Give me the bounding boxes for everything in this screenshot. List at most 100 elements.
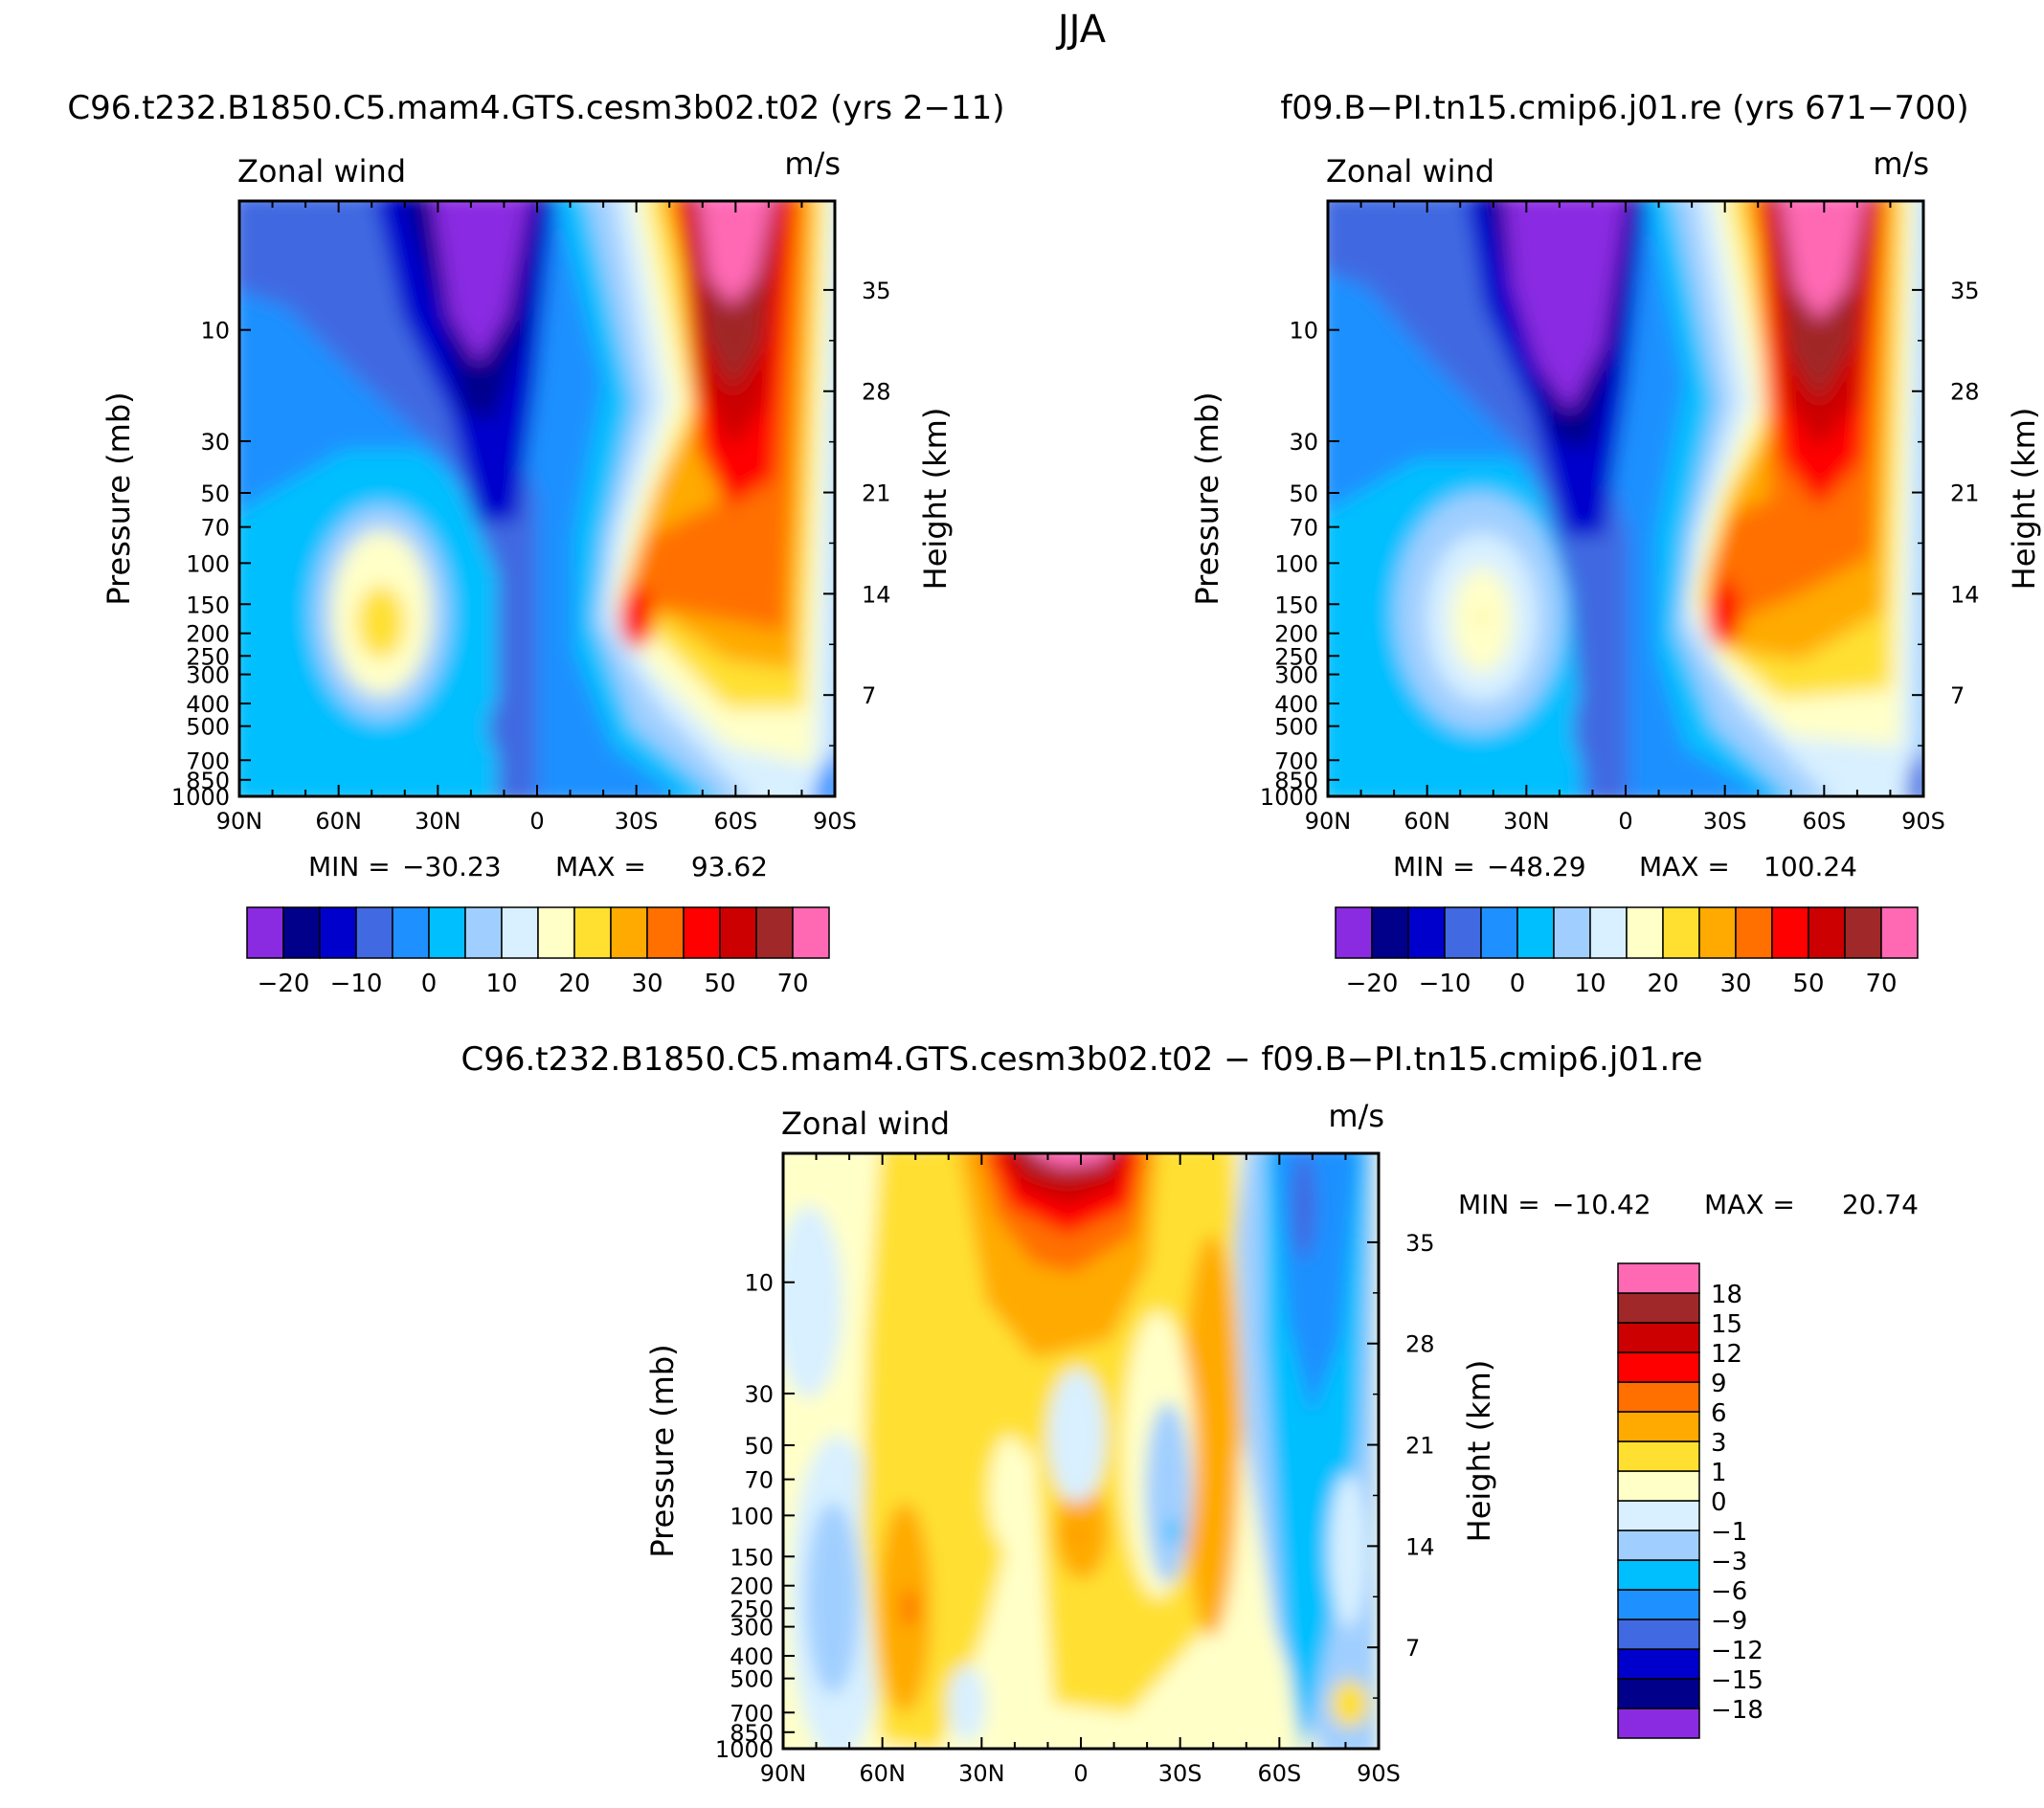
colorbar-label: −20 bbox=[258, 970, 310, 998]
panel-1-max-value: 93.62 bbox=[691, 851, 768, 882]
pressure-tick-label: 500 bbox=[186, 714, 230, 741]
panel-3-ylabel-right: Height (km) bbox=[1461, 1360, 1497, 1543]
colorbar-box bbox=[1617, 1589, 1700, 1620]
pressure-tick-label: 100 bbox=[186, 550, 230, 577]
height-tick-label: 7 bbox=[1405, 1635, 1420, 1662]
colorbar-box bbox=[646, 906, 685, 959]
panel-1-max-label: MAX = bbox=[555, 851, 646, 882]
colorbar-label: 30 bbox=[631, 970, 663, 998]
pressure-tick-label: 250 bbox=[1274, 643, 1318, 670]
panel-1-field-label: Zonal wind bbox=[237, 153, 406, 190]
panel-1-title: C96.t232.B1850.C5.mam4.GTS.cesm3b02.t02 … bbox=[67, 89, 1004, 127]
height-tick-label: 7 bbox=[862, 682, 876, 709]
pressure-tick-label: 700 bbox=[1274, 748, 1318, 774]
pressure-tick-label: 850 bbox=[730, 1720, 774, 1747]
colorbar-box bbox=[1444, 906, 1482, 959]
pressure-tick-label: 50 bbox=[200, 480, 230, 507]
x-tick-label: 0 bbox=[529, 808, 544, 835]
pressure-tick-label: 10 bbox=[200, 318, 230, 345]
colorbar-box bbox=[1516, 906, 1555, 959]
x-tick-label: 30N bbox=[1503, 808, 1550, 835]
colorbar-label: −15 bbox=[1711, 1666, 1763, 1695]
height-tick-label: 28 bbox=[862, 379, 891, 406]
x-tick-label: 60N bbox=[1404, 808, 1450, 835]
pressure-tick-label: 400 bbox=[730, 1643, 774, 1670]
colorbar-box bbox=[1335, 906, 1373, 959]
x-tick-label: 60S bbox=[713, 808, 757, 835]
x-tick-label: 90S bbox=[1357, 1760, 1401, 1787]
pressure-tick-label: 150 bbox=[1274, 592, 1318, 618]
panel-3-units: m/s bbox=[1328, 1098, 1384, 1134]
panel-3-contours bbox=[783, 1153, 1379, 1749]
pressure-tick-label: 300 bbox=[1274, 662, 1318, 689]
panel-3-min-label: MIN = bbox=[1458, 1189, 1540, 1220]
colorbar-box bbox=[1626, 906, 1664, 959]
pressure-tick-label: 30 bbox=[1289, 429, 1318, 456]
x-tick-label: 0 bbox=[1618, 808, 1632, 835]
colorbar-label: 10 bbox=[1574, 970, 1606, 998]
panel-2-units: m/s bbox=[1873, 145, 1929, 182]
colorbar-box bbox=[464, 906, 503, 959]
colorbar-box bbox=[1617, 1648, 1700, 1680]
colorbar-label: 20 bbox=[558, 970, 590, 998]
panel-3-max-value: 20.74 bbox=[1842, 1189, 1919, 1220]
colorbar-box bbox=[1880, 906, 1919, 959]
colorbar-box bbox=[1617, 1322, 1700, 1353]
colorbar-label: 0 bbox=[1510, 970, 1526, 998]
height-tick-label: 14 bbox=[1405, 1533, 1435, 1560]
colorbar-label: 20 bbox=[1647, 970, 1678, 998]
panel-2-ylabel-left: Pressure (mb) bbox=[1189, 391, 1225, 605]
height-tick-label: 21 bbox=[1405, 1433, 1435, 1460]
x-tick-label: 30S bbox=[1703, 808, 1747, 835]
pressure-tick-label: 250 bbox=[186, 643, 230, 670]
colorbar-box bbox=[1617, 1440, 1700, 1472]
panel-1-stats: MIN = −30.23 MAX = 93.62 bbox=[308, 851, 768, 882]
pressure-tick-label: 30 bbox=[200, 429, 230, 456]
pressure-tick-label: 500 bbox=[730, 1666, 774, 1693]
x-tick-label: 30S bbox=[1158, 1760, 1202, 1787]
pressure-tick-label: 70 bbox=[1289, 515, 1318, 542]
colorbar-label: −10 bbox=[330, 970, 383, 998]
colorbar-box bbox=[1617, 1559, 1700, 1591]
height-tick-label: 28 bbox=[1950, 379, 1980, 406]
colorbar-box bbox=[1371, 906, 1409, 959]
colorbar-label: 10 bbox=[485, 970, 517, 998]
colorbar-label: −18 bbox=[1711, 1696, 1763, 1725]
colorbar-box bbox=[1844, 906, 1882, 959]
panel-2-ylabel-right: Height (km) bbox=[2006, 408, 2042, 591]
colorbar-box bbox=[1617, 1500, 1700, 1531]
panel-2-contours bbox=[1328, 201, 1923, 796]
panel-2-min-label: MIN = bbox=[1393, 851, 1475, 882]
panel-1-contours bbox=[239, 201, 835, 796]
colorbar-box bbox=[392, 906, 430, 959]
panel-2-field-label: Zonal wind bbox=[1326, 153, 1494, 190]
colorbar-box bbox=[1617, 1292, 1700, 1324]
x-tick-label: 60N bbox=[859, 1760, 906, 1787]
height-tick-label: 14 bbox=[862, 581, 891, 608]
colorbar-box bbox=[246, 906, 284, 959]
pressure-tick-label: 150 bbox=[186, 592, 230, 618]
colorbar-box bbox=[719, 906, 757, 959]
panel-2-title: f09.B−PI.tn15.cmip6.j01.re (yrs 671−700) bbox=[1280, 89, 1968, 127]
main-title: JJA bbox=[1055, 8, 1107, 52]
panel-1-min-value: −30.23 bbox=[402, 851, 502, 882]
colorbar-box bbox=[610, 906, 648, 959]
x-tick-label: 90N bbox=[1305, 808, 1352, 835]
colorbar-box bbox=[319, 906, 357, 959]
pressure-tick-label: 1000 bbox=[715, 1736, 774, 1763]
height-tick-label: 7 bbox=[1950, 682, 1965, 709]
panel-1-min-label: MIN = bbox=[308, 851, 391, 882]
height-tick-label: 35 bbox=[1405, 1230, 1435, 1257]
colorbar-label: 50 bbox=[1792, 970, 1824, 998]
colorbar-label: 70 bbox=[776, 970, 808, 998]
height-tick-label: 28 bbox=[1405, 1331, 1435, 1358]
height-tick-label: 21 bbox=[862, 480, 891, 507]
colorbar-label: −6 bbox=[1711, 1577, 1747, 1606]
colorbar-label: 3 bbox=[1711, 1429, 1727, 1458]
colorbar-box bbox=[1771, 906, 1809, 959]
panel-2-min-value: −48.29 bbox=[1487, 851, 1586, 882]
colorbar-box bbox=[1735, 906, 1773, 959]
pressure-tick-label: 200 bbox=[186, 621, 230, 648]
